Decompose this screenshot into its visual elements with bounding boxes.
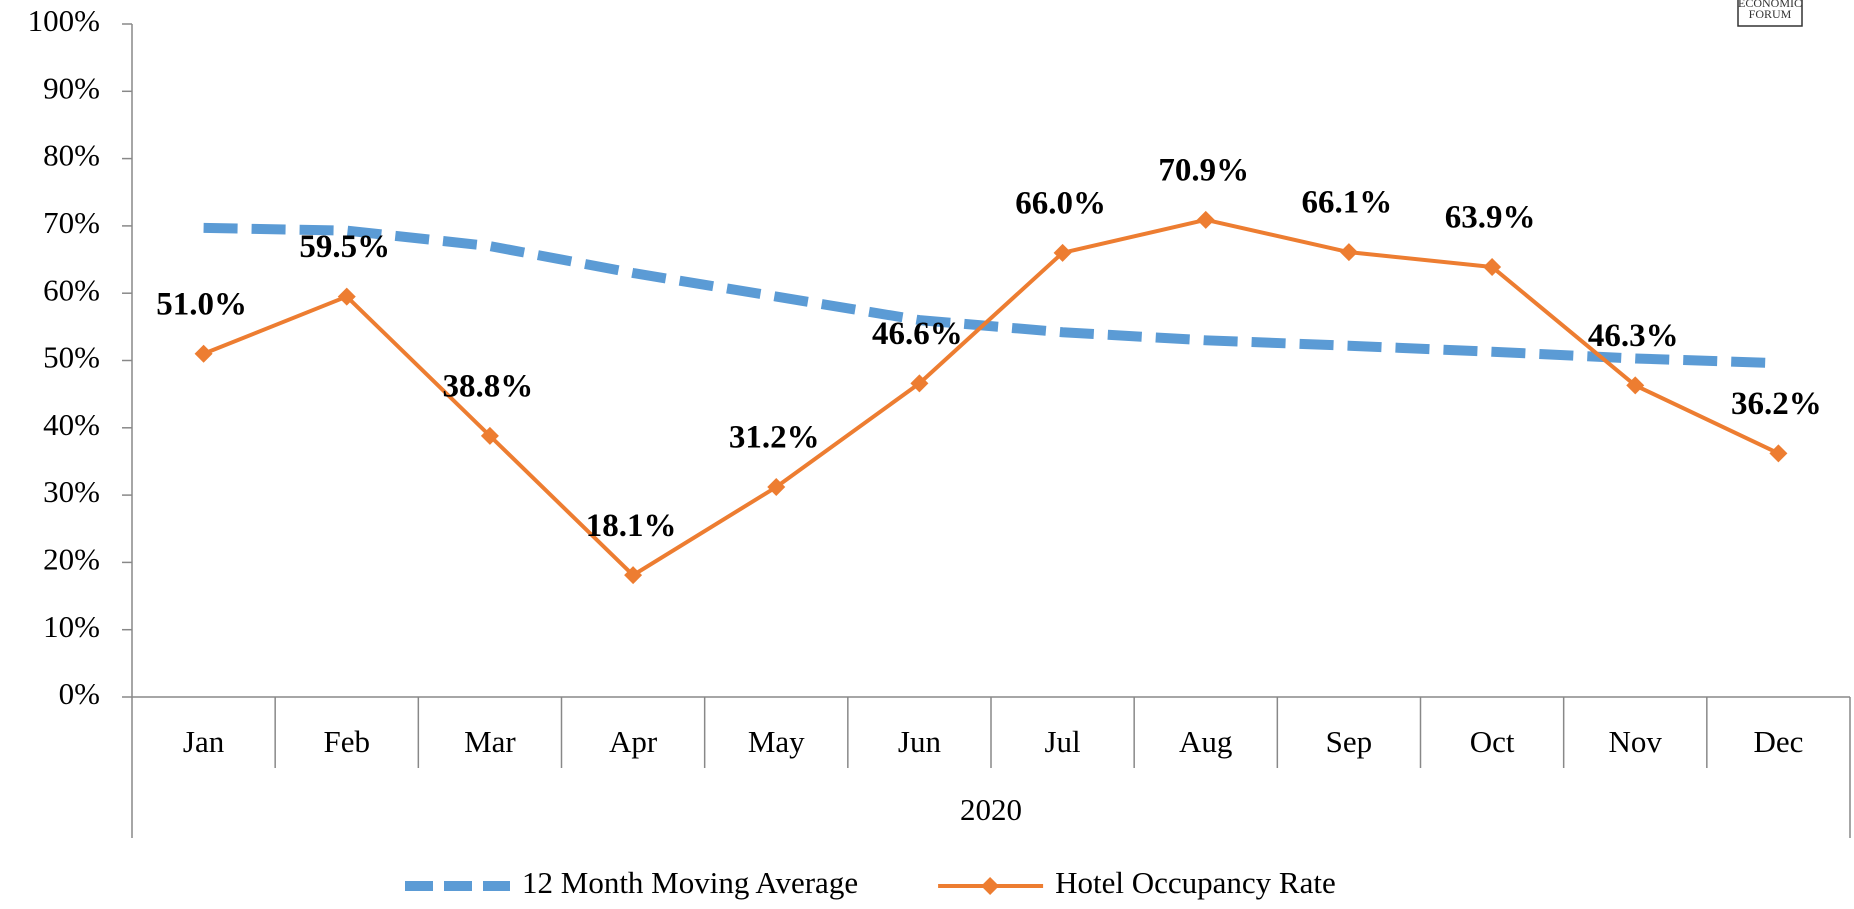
x-tick-label: Dec: [1753, 724, 1803, 759]
data-label: 46.3%: [1588, 318, 1679, 354]
logo-text: ECONOMIC: [1738, 0, 1802, 10]
point-marker: [1626, 376, 1645, 395]
logo-text: FORUM: [1749, 7, 1792, 21]
y-tick-label: 0%: [59, 676, 100, 711]
point-marker: [194, 344, 213, 363]
point-marker: [624, 566, 643, 585]
y-tick-label: 10%: [43, 609, 100, 644]
data-label: 46.6%: [872, 316, 963, 352]
data-label: 70.9%: [1158, 152, 1249, 188]
point-marker: [480, 426, 499, 445]
y-tick-label: 60%: [43, 272, 100, 307]
group-label: 2020: [960, 792, 1022, 827]
y-tick-label: 30%: [43, 474, 100, 509]
x-tick-label: May: [748, 724, 805, 759]
point-marker: [1053, 243, 1072, 262]
data-label: 31.2%: [729, 420, 820, 456]
data-label: 66.0%: [1015, 185, 1106, 221]
data-label: 18.1%: [586, 508, 677, 544]
data-label: 63.9%: [1445, 200, 1536, 236]
x-tick-label: Sep: [1326, 724, 1373, 759]
point-marker: [1483, 257, 1502, 276]
x-tick-label: Mar: [464, 724, 516, 759]
y-tick-label: 70%: [43, 205, 100, 240]
point-marker: [767, 478, 786, 497]
x-tick-label: Jan: [183, 724, 225, 759]
x-tick-label: Nov: [1609, 724, 1663, 759]
legend-label: Hotel Occupancy Rate: [1055, 865, 1336, 900]
x-tick-label: Feb: [324, 724, 371, 759]
legend-marker: [981, 877, 1000, 895]
legend-label: 12 Month Moving Average: [522, 865, 858, 900]
data-label: 66.1%: [1302, 185, 1393, 221]
data-label: 51.0%: [156, 286, 247, 322]
series-line: [202, 217, 1780, 578]
x-tick-label: Aug: [1179, 724, 1232, 759]
series-line: [203, 222, 1779, 369]
point-marker: [337, 287, 356, 306]
y-tick-label: 40%: [43, 407, 100, 442]
point-marker: [1196, 210, 1215, 229]
y-tick-label: 20%: [43, 542, 100, 577]
y-tick-label: 80%: [43, 138, 100, 173]
x-tick-label: Jul: [1044, 724, 1080, 759]
x-tick-label: Apr: [609, 724, 658, 759]
logo-box: [1737, 0, 1803, 27]
data-label: 59.5%: [299, 229, 390, 265]
point-marker: [1339, 243, 1358, 262]
x-tick-label: Jun: [898, 724, 942, 759]
data-label: 38.8%: [443, 368, 534, 404]
point-marker: [910, 374, 929, 393]
y-tick-label: 90%: [43, 70, 100, 105]
x-tick-label: Oct: [1470, 724, 1515, 759]
y-tick-label: 100%: [28, 3, 100, 38]
point-marker: [1769, 444, 1788, 463]
data-label: 36.2%: [1731, 386, 1822, 422]
y-tick-label: 50%: [43, 340, 100, 375]
